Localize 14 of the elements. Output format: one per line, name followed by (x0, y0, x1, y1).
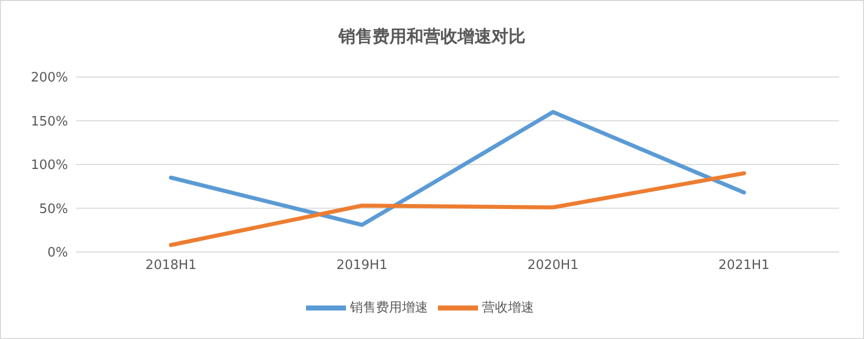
x-tick-label: 2019H1 (336, 258, 388, 274)
line-series (169, 171, 746, 247)
legend-label: 营收增速 (482, 300, 534, 316)
legend-label: 销售费用增速 (350, 300, 428, 316)
y-tick-label: 200% (30, 70, 68, 86)
line-series (169, 110, 746, 227)
y-tick-label: 150% (30, 114, 68, 130)
y-tick-label: 50% (39, 202, 68, 217)
chart-title: 销售费用和营收增速对比 (337, 26, 526, 48)
y-tick-label: 0% (47, 246, 68, 261)
x-tick-label: 2021H1 (718, 258, 770, 274)
x-tick-label: 2018H1 (145, 258, 197, 274)
x-tick-label: 2020H1 (527, 258, 579, 274)
y-tick-label: 100% (30, 158, 68, 174)
